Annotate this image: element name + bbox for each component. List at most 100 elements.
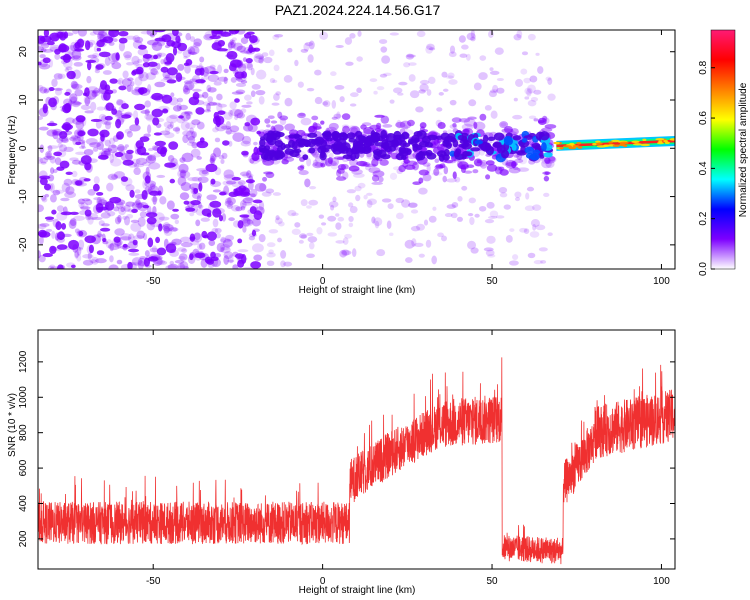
spectrogram-noise-blob [335,213,340,217]
spectrogram-noise-blob [143,257,151,267]
spectrogram-noise-blob [87,215,94,225]
spectrogram-noise-blob [259,183,267,192]
spectrogram-noise-blob [441,71,448,78]
spectrogram-band-blob [266,124,271,128]
spectrogram-noise-blob [140,110,151,114]
spectrogram-noise-blob [263,56,273,64]
spectrogram-noise-blob [134,76,143,87]
spectrogram-band-blob [328,122,339,131]
spectrogram-noise-blob [307,54,314,63]
spectrogram-noise-blob [547,232,553,237]
spectrogram-noise-blob [39,54,46,59]
spectrogram-noise-blob [459,53,468,58]
spectrogram-noise-blob [314,96,323,105]
spectrogram-band-blob [361,122,372,127]
spectrogram-noise-blob [133,167,141,176]
snr-y-label: SNR (10 * v/v) [7,393,18,457]
spectrogram-noise-blob [75,141,82,146]
spectrogram-noise-blob [223,169,235,179]
spectrogram-noise-blob [73,215,85,221]
spectrogram-band-blob [459,164,470,170]
spectrogram-noise-blob [147,147,154,152]
spectrogram-band-blob [312,151,320,158]
spectrogram-noise-blob [298,239,304,244]
spectrogram-noise-blob [77,198,86,205]
spectrogram-noise-blob [87,189,96,196]
spectrogram-noise-blob [147,205,152,215]
spectrogram-noise-blob [363,194,368,200]
spectrogram-noise-blob [344,37,353,45]
spectrogram-noise-blob [198,182,203,192]
spectrogram-noise-blob [308,241,315,250]
spectrogram-noise-blob [92,147,99,152]
spectrogram-noise-blob [72,244,79,253]
spectrogram-band-blob [341,113,351,121]
spectrogram-noise-blob [105,239,113,249]
spectrogram-noise-blob [105,121,111,130]
spectrogram-noise-blob [137,48,149,56]
spectrogram-noise-blob [85,213,92,221]
spectrogram-noise-blob [99,39,109,43]
spectrogram-signal-blob [291,141,298,150]
spectrogram-noise-blob [496,87,505,94]
spectrogram-noise-blob [64,191,77,199]
spectrogram-noise-blob [63,146,74,152]
spectrogram-noise-blob [195,79,206,84]
spectrogram-noise-blob [240,140,251,147]
spectrogram-noise-blob [418,89,426,94]
spectrogram-noise-blob [126,149,134,154]
spectrogram-noise-blob [89,57,100,64]
spectrogram-noise-blob [234,187,239,195]
snr-series-line [38,357,675,565]
spectrogram-band-blob [460,164,467,174]
tracking-line-blob [596,142,603,145]
spectrogram-panel: -50 0 50 100 -20 -10 0 10 20 Height of straight… [7,29,676,296]
spectrogram-band-blob [485,160,495,166]
spectrogram-noise-blob [76,246,82,256]
spectrogram-noise-blob [122,70,129,79]
spectrogram-noise-blob [208,101,218,106]
spectrogram-noise-blob [538,247,548,252]
spectrogram-noise-blob [38,223,47,230]
spectrogram-band-blob [543,175,550,182]
spectrogram-noise-blob [217,64,223,74]
spectrogram-noise-blob [206,194,217,201]
spectrogram-noise-blob [489,67,494,71]
spectrogram-noise-blob [72,69,81,79]
spectrogram-noise-blob [521,51,529,56]
spectrogram-noise-blob [119,245,131,250]
spectrogram-noise-blob [207,74,220,83]
spectrogram-noise-blob [323,100,331,108]
spectrogram-noise-blob [84,96,91,106]
spectrogram-noise-blob [209,157,215,164]
spectrogram-noise-blob [65,171,73,175]
spectrogram-noise-blob [180,242,193,248]
spectrogram-noise-blob [239,171,250,177]
spectrogram-signal-blob [427,134,438,141]
spectrogram-x-tick-label: 0 [320,276,326,287]
spectrogram-noise-blob [97,30,108,37]
spectrogram-noise-blob [65,32,74,37]
spectrogram-noise-blob [294,59,299,67]
spectrogram-band-blob [418,169,429,176]
spectrogram-noise-blob [272,192,282,196]
spectrogram-noise-blob [244,94,252,101]
spectrogram-signal-blob [525,152,536,159]
spectrogram-noise-blob [163,121,172,128]
spectrogram-noise-blob [155,236,160,244]
spectrogram-noise-blob [92,183,100,192]
spectrogram-noise-blob [125,184,135,192]
spectrogram-noise-blob [369,78,378,83]
spectrogram-band-blob [454,176,461,183]
spectrogram-noise-blob [156,52,163,57]
spectrogram-noise-blob [165,53,175,63]
spectrogram-noise-blob [187,45,200,56]
spectrogram-noise-blob [236,45,247,52]
spectrogram-noise-blob [483,247,494,252]
snr-y-tick-label: 400 [18,495,29,512]
spectrogram-noise-blob [137,260,145,269]
spectrogram-noise-blob [209,200,222,208]
spectrogram-noise-blob [142,62,150,68]
spectrogram-noise-blob [184,206,191,210]
spectrogram-noise-blob [153,212,165,223]
